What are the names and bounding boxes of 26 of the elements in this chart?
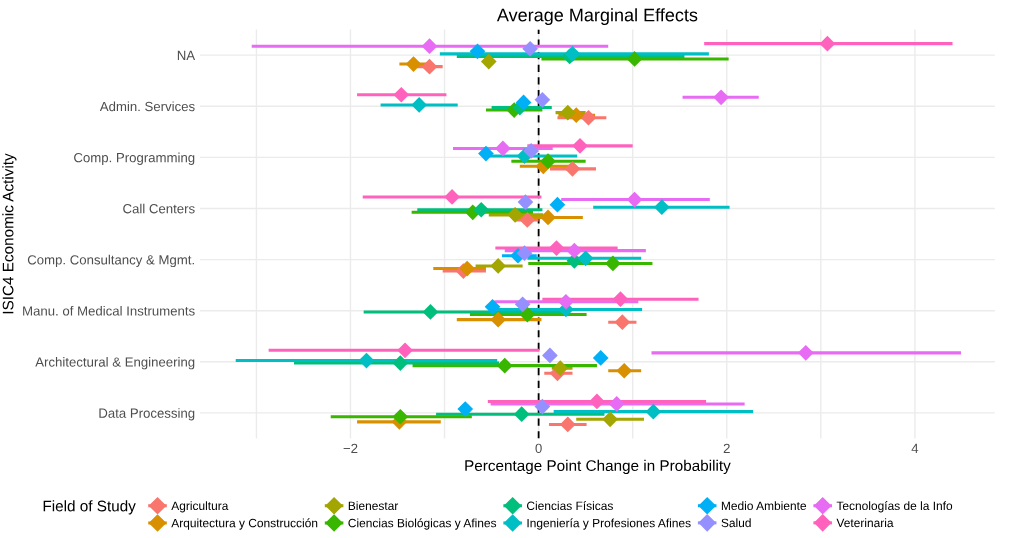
legend-label: Arquitectura y Construcción: [171, 518, 318, 530]
y-tick-label: Manu. of Medical Instruments: [23, 305, 195, 316]
legend-label: Bienestar: [348, 501, 399, 511]
y-axis-title: ISIC4 Economic Activity: [2, 153, 17, 314]
y-tick-label: Call Centers: [123, 203, 195, 214]
y-tick-label: Admin. Services: [99, 101, 195, 112]
x-tick-label: 2: [723, 443, 730, 453]
y-tick-label: Data Processing: [99, 408, 195, 421]
legend-label: Salud: [721, 518, 751, 528]
y-tick-label: Architectural & Engineering: [35, 357, 195, 370]
x-tick-label: −2: [343, 443, 358, 453]
legend-label: Medio Ambiente: [721, 501, 807, 511]
legend-label: Agricultura: [171, 501, 229, 513]
y-tick-label: Comp. Consultancy & Mgmt.: [27, 254, 194, 268]
legend-label: Tecnologías de la Info: [836, 501, 953, 513]
legend-label: Ciencias Físicas: [527, 501, 613, 511]
legend-label: Ciencias Biológicas y Afines: [348, 518, 497, 530]
x-axis-title: Percentage Point Change in Probability: [465, 459, 731, 475]
chart-title: Average Marginal Effects: [496, 8, 698, 25]
y-tick-label: NA: [177, 50, 196, 60]
x-tick-label: 0: [535, 443, 542, 454]
x-tick-label: 4: [911, 443, 919, 453]
legend-label: Ingeniería y Profesiones Afines: [527, 518, 691, 530]
legend-title: Field of Study: [43, 500, 136, 515]
y-tick-label: Comp. Programming: [74, 152, 195, 165]
legend-label: Veterinaria: [836, 518, 894, 528]
